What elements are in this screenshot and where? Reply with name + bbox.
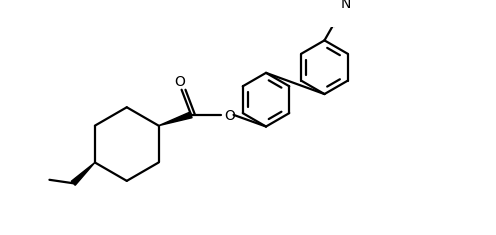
Text: O: O [174, 75, 185, 89]
Polygon shape [71, 162, 95, 185]
Text: O: O [224, 109, 235, 123]
Text: N: N [341, 0, 351, 11]
Polygon shape [159, 112, 192, 126]
